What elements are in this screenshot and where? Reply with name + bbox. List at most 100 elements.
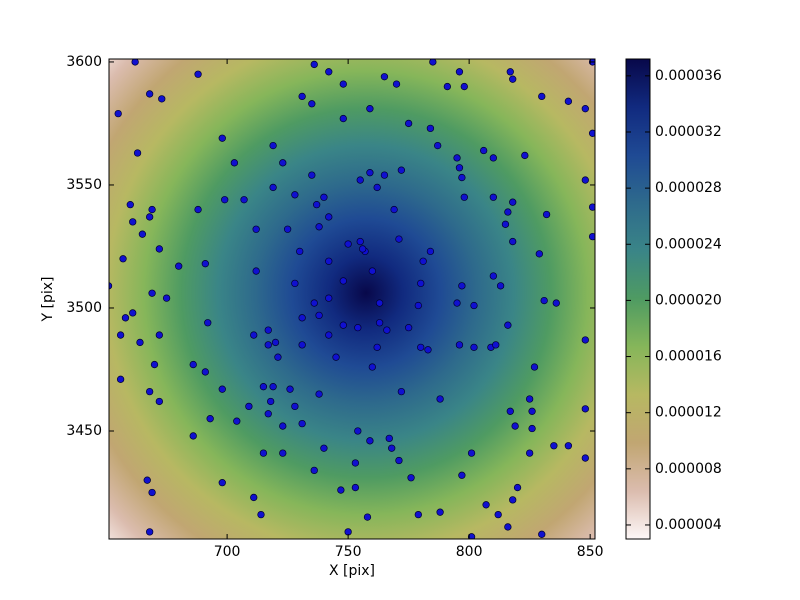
point [368,363,376,371]
point [116,375,125,383]
point [250,331,258,339]
point [538,92,546,101]
point [121,314,130,322]
point [373,343,381,351]
point [552,299,560,307]
point [581,105,589,113]
point [189,432,197,440]
point [390,205,398,214]
point [230,159,239,167]
point [283,225,292,233]
point [133,149,142,157]
point [392,80,401,88]
point [455,68,464,76]
point [395,456,403,465]
point [155,245,163,253]
colorbar-tick-label: 0.000016 [655,349,722,365]
point [279,449,287,457]
point [489,193,497,201]
point [204,319,212,327]
point [206,415,214,423]
point [264,341,272,349]
point [492,341,500,349]
point [395,235,403,243]
point [404,119,413,128]
point [581,405,589,413]
point [259,383,268,391]
point [240,196,248,204]
point [489,272,497,280]
point [109,282,113,290]
point [564,442,573,450]
point [521,151,529,160]
point [383,326,391,334]
point [588,203,595,211]
colorbar-tick-label: 0.000004 [655,517,722,533]
point [274,353,282,361]
point [414,301,422,310]
point [453,154,461,162]
point [506,407,514,415]
plot-frame [108,58,596,540]
point [509,75,517,83]
point [436,508,444,516]
point [308,100,316,108]
point [429,59,437,66]
colorbar-tick-label: 0.000008 [655,461,722,477]
colorbar-tick-label: 0.000028 [655,180,722,196]
point [325,257,333,265]
colorbar-tick-label: 0.000020 [655,292,722,308]
point [496,282,505,290]
point [373,183,381,192]
point [279,422,287,430]
point [460,193,468,201]
point [308,171,316,179]
point [404,324,413,332]
point [131,59,139,66]
point [298,314,306,322]
point [588,129,595,137]
point [535,250,543,258]
point [581,454,589,462]
x-axis-label: X [pix] [329,563,375,579]
point [339,80,347,88]
point [245,402,253,411]
point [356,176,364,184]
colorbar-tick-label: 0.000024 [655,236,722,252]
point [259,449,268,457]
point [354,427,362,435]
point [155,397,163,406]
point [320,193,328,201]
point [129,309,137,317]
y-tick-label: 3500 [66,300,102,316]
y-tick-label: 3450 [66,423,102,439]
point [339,114,347,123]
point [114,109,122,118]
point [264,410,272,418]
point [564,97,573,105]
point [528,424,536,433]
point [344,240,352,248]
point [310,299,318,307]
point [189,360,197,369]
point [363,513,372,521]
point [434,141,442,150]
point [146,528,154,536]
point [264,326,272,334]
point [201,260,209,268]
point [455,341,464,349]
point [201,368,209,376]
point [155,331,163,339]
point [504,321,512,329]
y-tick-label: 3550 [66,177,102,193]
point [136,338,144,347]
point [279,159,287,167]
point [419,257,427,265]
point [286,385,294,393]
point [325,331,333,339]
point [315,390,323,398]
points [109,59,595,539]
point [460,82,468,91]
point [146,387,154,396]
